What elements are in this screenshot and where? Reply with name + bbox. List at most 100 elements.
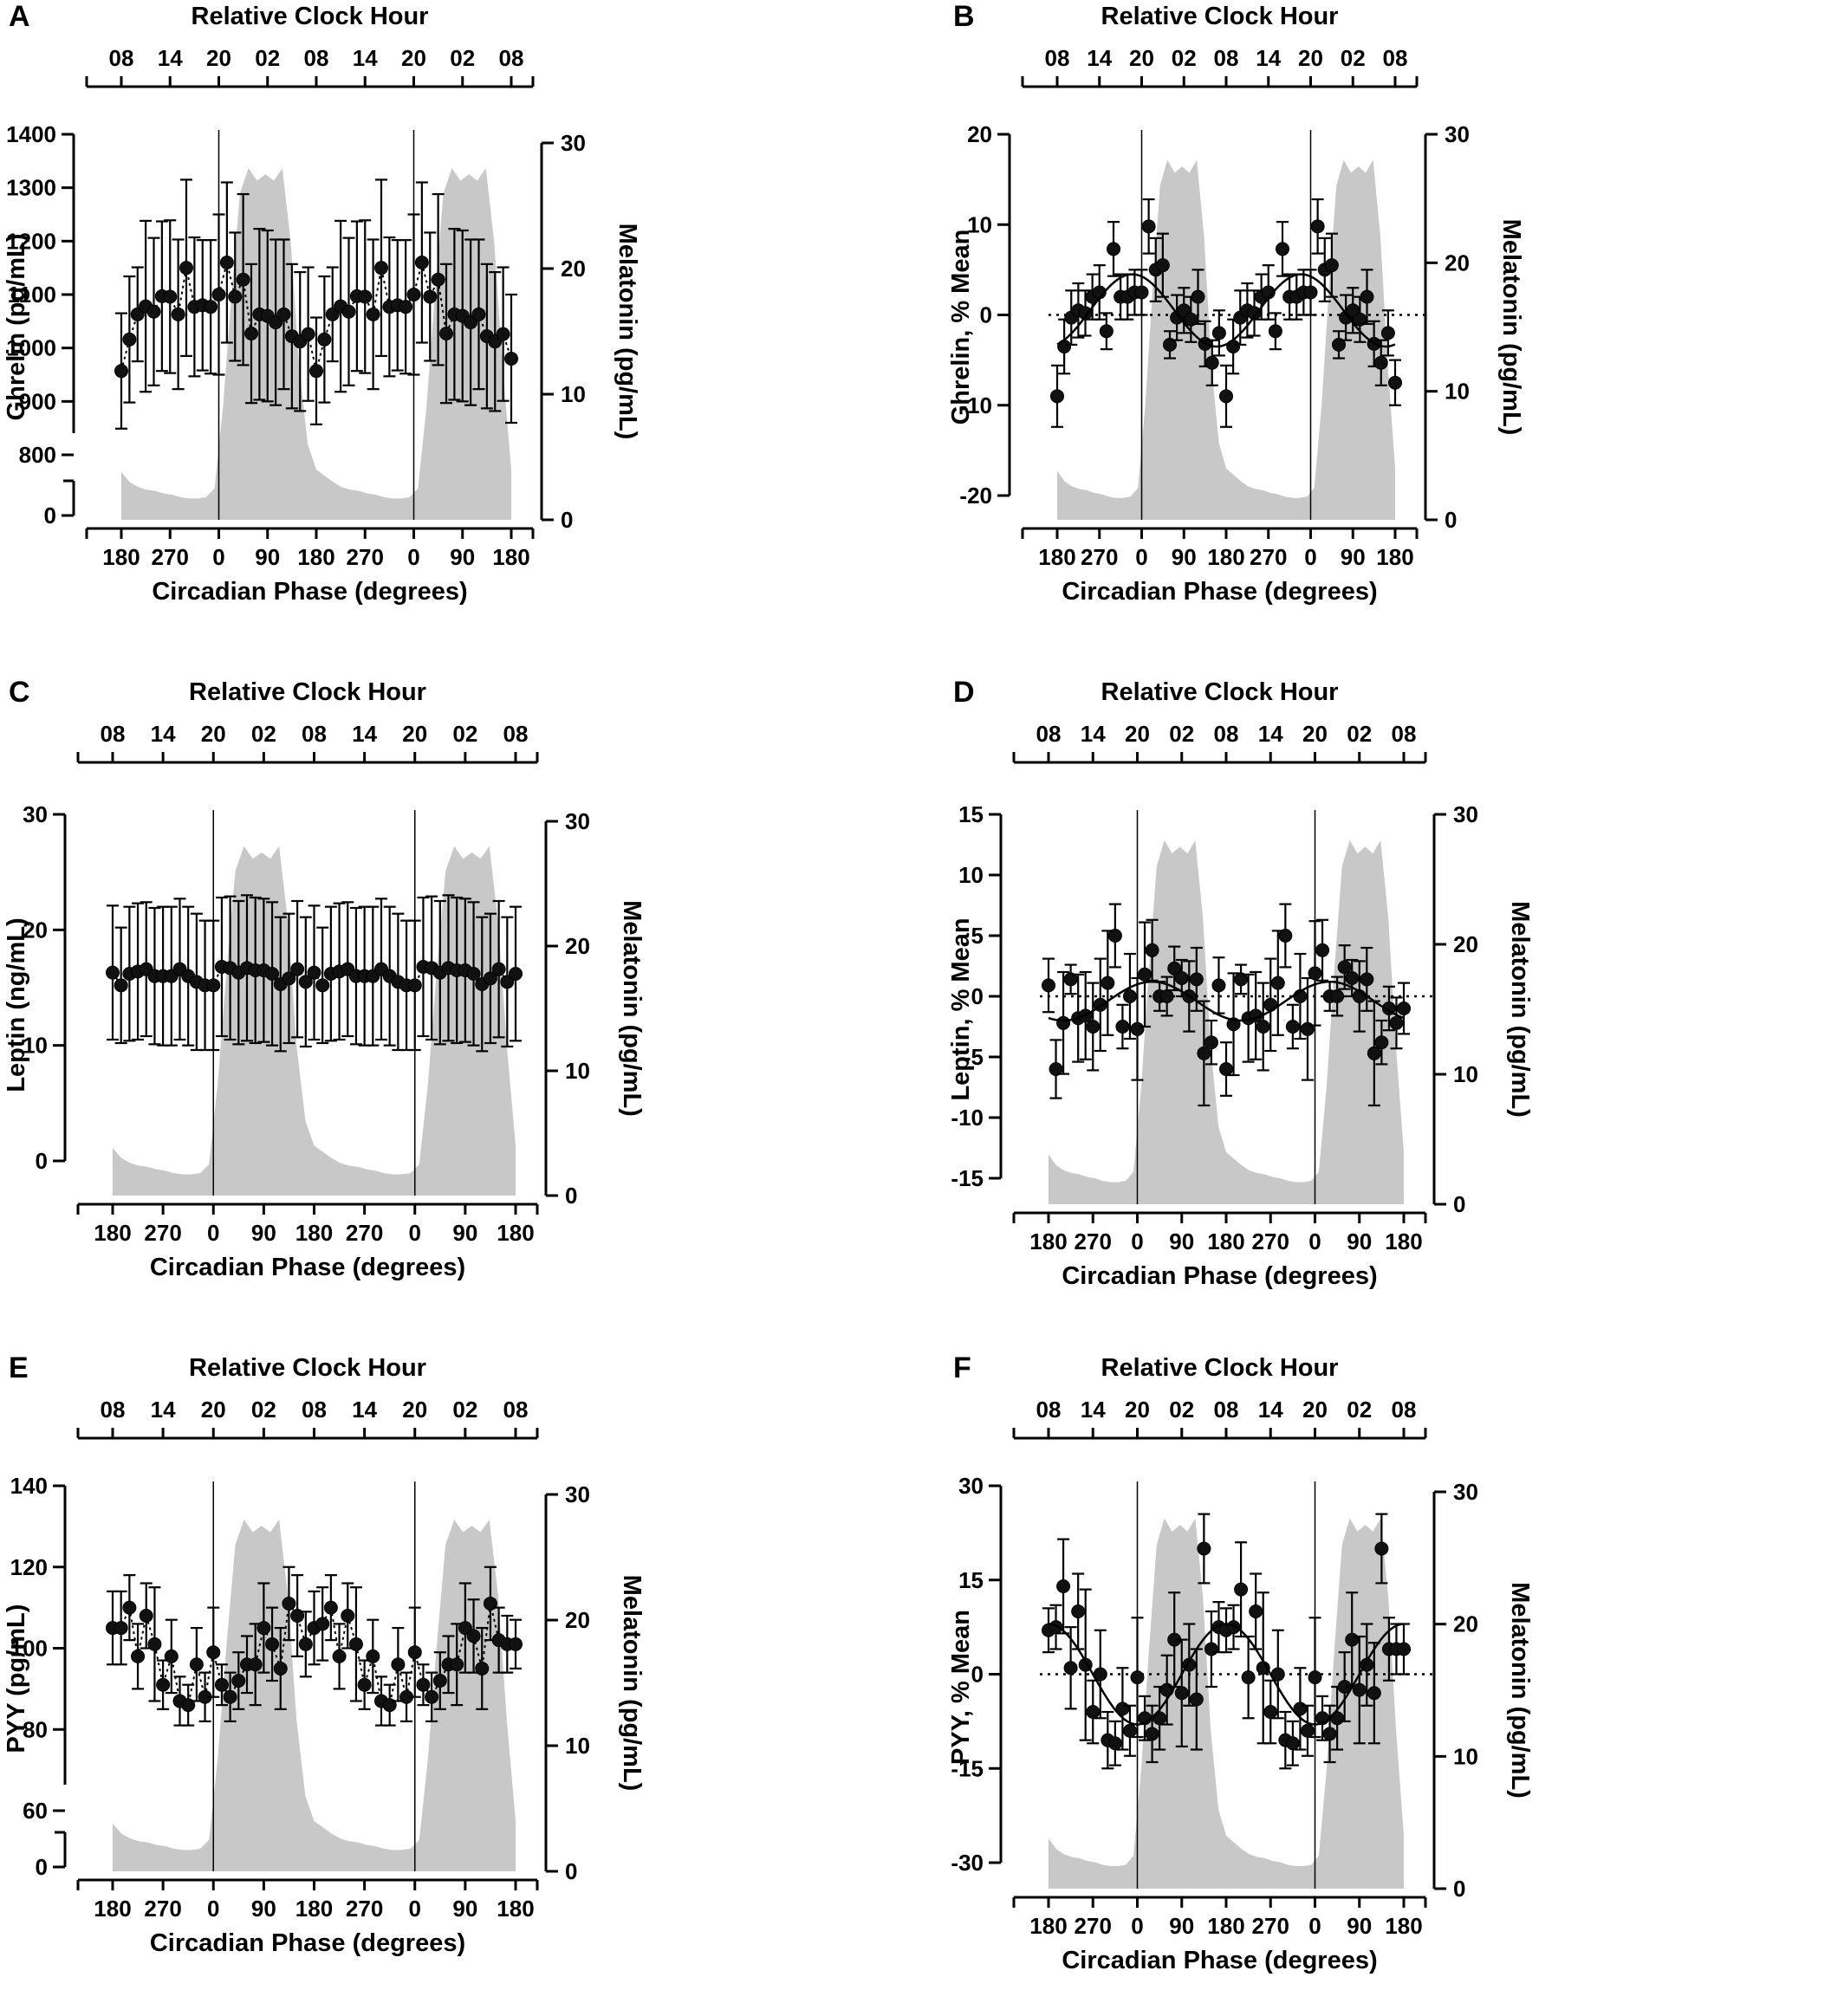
top-tick-label: 20: [1125, 1397, 1150, 1423]
left-tick-label: 1300: [6, 175, 56, 201]
bottom-tick-label: 180: [102, 544, 140, 570]
data-point: [139, 1609, 153, 1623]
left-axis-title: Leptin, % Mean: [947, 917, 975, 1100]
panel-letter: A: [9, 0, 30, 33]
data-point: [1397, 1002, 1411, 1015]
top-tick-label: 20: [1129, 45, 1154, 71]
data-point: [332, 1649, 347, 1663]
top-tick-label: 14: [151, 721, 176, 747]
top-tick-label: 02: [255, 45, 280, 71]
data-point: [1107, 1736, 1122, 1751]
data-point: [147, 1637, 162, 1651]
top-tick-label: 14: [151, 1397, 176, 1423]
data-point: [1263, 1705, 1278, 1719]
top-tick-label: 20: [1302, 721, 1328, 747]
data-point: [1308, 966, 1322, 981]
top-axis-title: Relative Clock Hour: [189, 678, 426, 706]
top-tick-label: 08: [1045, 45, 1070, 71]
bottom-tick-label: 90: [1172, 544, 1197, 570]
data-point: [1134, 285, 1149, 300]
bottom-tick-label: 180: [1385, 1913, 1422, 1939]
data-point: [211, 288, 226, 301]
data-point: [1278, 929, 1293, 943]
right-tick-label: 0: [1453, 1191, 1465, 1217]
data-point: [431, 272, 445, 287]
top-tick-label: 20: [201, 721, 226, 747]
right-tick-label: 0: [1445, 507, 1457, 533]
data-point: [179, 261, 193, 275]
data-point: [244, 327, 258, 341]
melatonin-area: [113, 846, 516, 1196]
data-point: [439, 327, 453, 341]
data-point: [1337, 960, 1352, 975]
bottom-tick-label: 0: [409, 1220, 421, 1246]
top-axis-title: Relative Clock Hour: [1101, 678, 1339, 706]
left-tick-label: 1100: [8, 282, 56, 308]
melatonin-area: [1057, 159, 1395, 520]
top-tick-label: 08: [1214, 45, 1239, 71]
bottom-tick-label: 90: [1347, 1228, 1372, 1254]
bottom-tick-label: 90: [452, 1220, 477, 1246]
data-point: [504, 352, 518, 366]
data-point: [1056, 1579, 1071, 1593]
top-tick-label: 02: [1347, 721, 1372, 747]
data-point: [1388, 375, 1402, 390]
left-tick-label: 30: [23, 801, 48, 827]
bottom-tick-label: 180: [94, 1896, 131, 1922]
data-point: [406, 288, 421, 301]
left-tick-label: 1400: [6, 121, 56, 147]
data-point: [1367, 1046, 1381, 1060]
data-point: [483, 971, 497, 986]
bottom-tick-label: 180: [497, 1220, 534, 1246]
data-point: [1310, 219, 1325, 234]
data-point: [399, 300, 413, 314]
left-tick-label: 5: [971, 923, 984, 949]
top-tick-label: 08: [1392, 1397, 1417, 1423]
data-point: [432, 1674, 447, 1688]
panel-b: B Relative Clock Hour 08 14 20 02 08 14 20 02 08 20…: [947, 0, 1525, 606]
left-axis-title: PYY (pg/mL): [3, 1604, 30, 1753]
right-tick-label: 20: [565, 1607, 590, 1633]
data-point: [223, 1689, 237, 1704]
left-tick-label: 0: [971, 983, 984, 1009]
bottom-tick-label: 270: [346, 1896, 383, 1922]
data-point: [1086, 1020, 1101, 1034]
bottom-axis-title: Circadian Phase (degrees): [1062, 1947, 1377, 1974]
bottom-tick-label: 90: [1169, 1228, 1194, 1254]
data-point: [1122, 1723, 1137, 1738]
bottom-tick-label: 180: [1029, 1228, 1067, 1254]
data-point: [425, 1689, 439, 1704]
data-point: [1374, 1035, 1389, 1050]
bottom-tick-label: 180: [1376, 544, 1413, 570]
right-tick-label: 30: [1445, 121, 1470, 147]
data-point: [106, 965, 120, 980]
data-point: [1373, 355, 1388, 370]
data-point: [1389, 1015, 1404, 1030]
left-axis-title: PYY, % Mean: [947, 1610, 975, 1765]
right-tick-label: 20: [561, 256, 586, 282]
bottom-tick-label: 180: [295, 1220, 333, 1246]
top-tick-label: 20: [1125, 721, 1150, 747]
left-tick-label: -5: [964, 1044, 984, 1070]
panel-a: A Relative Clock Hour 08 14 20 02 08 14 20 02 08 14…: [3, 0, 641, 606]
left-tick-label: 0: [971, 1662, 984, 1688]
data-point: [491, 962, 506, 976]
bottom-tick-label: 180: [1207, 1228, 1244, 1254]
top-axis-title: Relative Clock Hour: [189, 1354, 426, 1382]
data-point: [204, 300, 218, 314]
data-point: [214, 1677, 229, 1692]
top-tick-label: 14: [1081, 721, 1106, 747]
left-tick-label: 10: [958, 862, 984, 888]
bottom-tick-label: 90: [452, 1896, 477, 1922]
top-tick-label: 08: [302, 721, 327, 747]
right-tick-label: 0: [565, 1858, 577, 1884]
data-point: [1308, 1670, 1322, 1685]
data-point: [1138, 967, 1152, 982]
right-axis-title: Melatonin (pg/mL): [614, 224, 641, 440]
panel-letter: C: [9, 676, 30, 709]
bottom-axis-title: Circadian Phase (degrees): [150, 1254, 465, 1281]
data-point: [1263, 997, 1278, 1012]
data-point: [1145, 1727, 1159, 1741]
bottom-tick-label: 180: [492, 544, 529, 570]
